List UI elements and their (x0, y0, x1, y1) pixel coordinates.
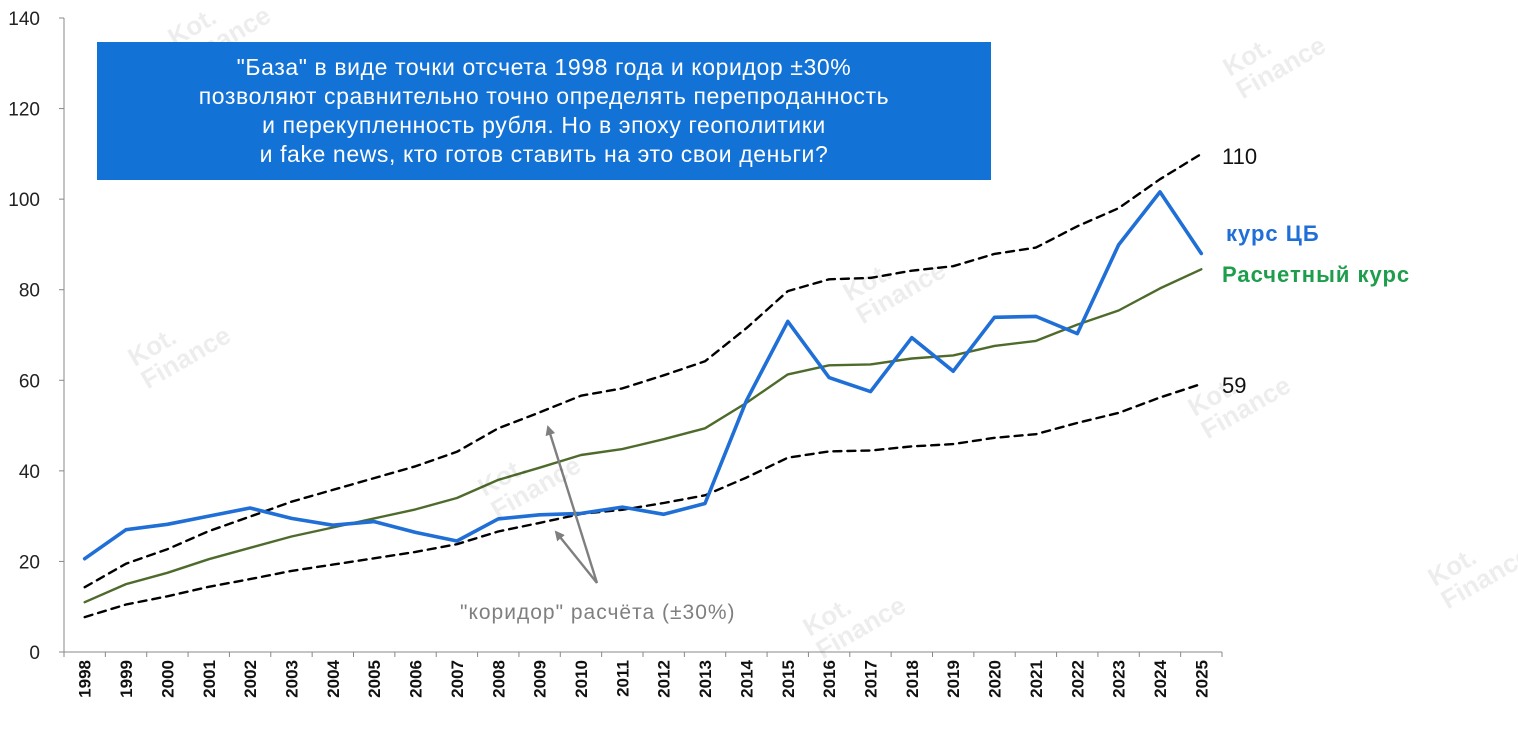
lower-corridor-end-label: 59 (1222, 373, 1247, 398)
callout-text: "База" в виде точки отсчета 1998 года и … (198, 54, 890, 167)
x-tick-label: 2020 (986, 660, 1005, 698)
cb-rate-end-label: курс ЦБ (1226, 221, 1320, 246)
x-tick-label: 2018 (903, 660, 922, 698)
x-tick-label: 2006 (407, 660, 426, 698)
upper-corridor-end-label: 110 (1222, 144, 1258, 169)
series-line-calc (83, 268, 1203, 604)
x-tick-label: 2005 (365, 660, 384, 698)
series-line-upper (83, 152, 1203, 589)
x-tick-label: 2022 (1068, 660, 1087, 698)
y-tick-label: 60 (19, 371, 40, 392)
x-tick-label: 2012 (655, 660, 674, 698)
x-tick-label: 2024 (1151, 659, 1170, 697)
y-tick-label: 120 (8, 100, 40, 121)
x-tick-label: 2011 (613, 660, 632, 697)
x-tick-label: 2010 (572, 660, 591, 698)
corridor-annotation: "коридор" расчёта (±30%) (460, 601, 736, 624)
annotation-arrows (545, 425, 599, 584)
y-tick-label: 100 (8, 190, 40, 211)
y-tick-label: 140 (8, 9, 40, 30)
annotation-arrow-lower (554, 530, 598, 584)
y-axis: 0 20 40 60 80 100 120 140 (8, 9, 65, 664)
x-tick-label: 2002 (241, 660, 260, 698)
x-tick-label: 1998 (76, 660, 95, 698)
x-tick-label: 2000 (158, 660, 177, 698)
series-layer (82, 152, 1204, 619)
y-tick-label: 0 (29, 643, 40, 664)
x-tick-label: 2003 (282, 660, 301, 698)
series-line-cb (82, 190, 1204, 561)
x-tick-label: 2008 (489, 660, 508, 698)
x-axis: 1998 1999 2000 2001 2002 2003 2004 2005 2006 2007… (63, 651, 1223, 698)
x-tick-label: 2014 (737, 659, 756, 697)
y-tick-label: 40 (19, 462, 40, 483)
calc-rate-end-label: Расчетный курс (1222, 262, 1411, 287)
callout-box: "База" в виде точки отсчета 1998 года и … (97, 42, 991, 180)
x-tick-label: 2004 (324, 659, 343, 697)
x-tick-label: 2021 (1027, 660, 1046, 698)
x-tick-label: 1999 (117, 660, 136, 698)
y-tick-label: 80 (19, 281, 40, 302)
x-tick-label: 2017 (861, 660, 880, 698)
x-tick-label: 2019 (944, 660, 963, 698)
x-tick-label: 2023 (1110, 660, 1129, 698)
x-tick-label: 2007 (448, 660, 467, 698)
x-tick-label: 2025 (1192, 660, 1211, 698)
x-tick-label: 2015 (779, 660, 798, 698)
series-line-lower (83, 382, 1203, 619)
annotation-arrow-upper (545, 425, 599, 584)
x-tick-label: 2009 (531, 660, 550, 698)
y-tick-label: 20 (19, 552, 40, 573)
x-tick-label: 2013 (696, 660, 715, 698)
x-tick-label: 2016 (820, 660, 839, 698)
x-tick-label: 2001 (200, 660, 219, 698)
